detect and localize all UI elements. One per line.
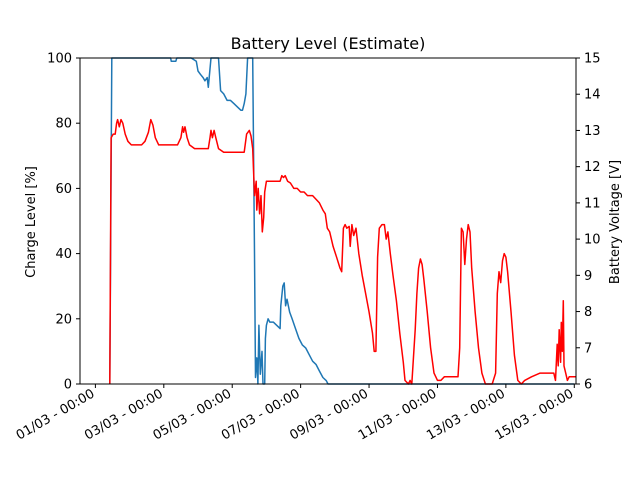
chart-title: Battery Level (Estimate) <box>231 34 426 53</box>
y2-tick-label: 15 <box>584 52 601 67</box>
plot-frame <box>79 57 577 385</box>
series-line-battery-voltage <box>109 118 576 385</box>
y2-tick-label: 10 <box>584 233 601 248</box>
y2-tick-label: 6 <box>584 378 592 393</box>
y2-tick-label: 13 <box>584 124 601 139</box>
y-tick-label: 60 <box>55 182 72 197</box>
y-tick-label: 80 <box>55 117 72 132</box>
y-tick-label: 40 <box>55 247 72 262</box>
y-tick-label: 0 <box>64 378 72 393</box>
y2-axis-label: Battery Voltage [V] <box>608 160 623 284</box>
series-line-charge-level <box>109 57 575 385</box>
y2-tick-label: 7 <box>584 341 592 356</box>
y2-tick-label: 14 <box>584 88 601 103</box>
series-layer <box>109 57 576 385</box>
y2-tick-label: 8 <box>584 305 592 320</box>
y2-tick-label: 12 <box>584 160 601 175</box>
y-axis-label: Charge Level [%] <box>24 166 39 278</box>
y-tick-label: 20 <box>55 312 72 327</box>
y2-tick-label: 11 <box>584 196 601 211</box>
y2-tick-label: 9 <box>584 269 592 284</box>
y-tick-label: 100 <box>47 52 72 67</box>
